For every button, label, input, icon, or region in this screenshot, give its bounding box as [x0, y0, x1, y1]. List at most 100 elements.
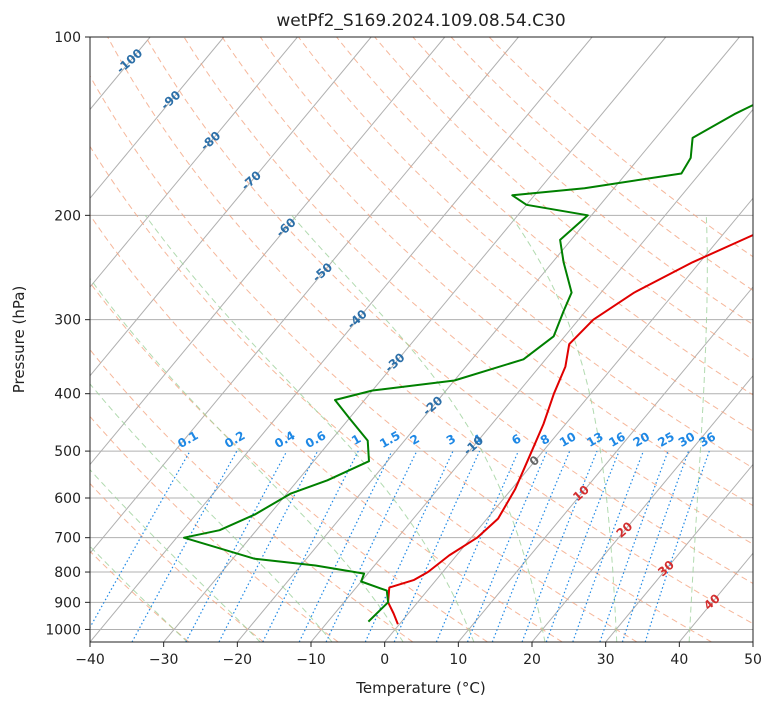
dry-adiabat-line — [259, 37, 753, 469]
moist-adiabat-line — [688, 215, 708, 642]
mixing-ratio-line — [435, 450, 519, 642]
dry-adiabat-line — [183, 37, 753, 545]
isotherm-label: -80 — [198, 128, 223, 153]
isotherm-line — [90, 37, 519, 555]
y-tick-label: 400 — [54, 387, 81, 403]
isotherm-line — [0, 37, 3, 642]
mixing-ratio-label: 6 — [509, 431, 523, 447]
mixing-ratio-line — [466, 450, 548, 642]
mixing-ratio-label: 20 — [631, 429, 652, 449]
dry-adiabat-line — [412, 37, 753, 326]
mixing-ratio-line — [262, 450, 359, 642]
mixing-ratio-label: 3 — [444, 431, 458, 447]
isotherm-label: -50 — [310, 260, 335, 285]
dry-adiabat-line — [90, 214, 563, 642]
isotherm-line — [90, 37, 372, 377]
mixing-ratio-line — [599, 450, 669, 642]
dry-adiabat-line — [90, 348, 414, 642]
isotherm-line — [531, 374, 753, 642]
dry-adiabat-line — [90, 145, 638, 642]
y-tick-label: 600 — [54, 491, 81, 507]
isotherm-line — [236, 37, 740, 642]
isotherm-line — [90, 37, 446, 466]
x-tick-label: −20 — [223, 652, 253, 668]
x-tick-label: 30 — [597, 652, 615, 668]
y-tick-label: 300 — [54, 313, 81, 329]
mixing-ratio-line — [621, 450, 690, 642]
y-tick-label: 500 — [54, 444, 81, 460]
x-tick-label: 50 — [744, 652, 762, 668]
plot-frame — [89, 36, 754, 643]
y-tick-label: 700 — [54, 531, 81, 547]
x-tick-label: −10 — [296, 652, 326, 668]
moist-adiabat-line — [90, 468, 261, 642]
dry-adiabat-line — [298, 37, 753, 432]
isotherm-label: -30 — [382, 350, 407, 375]
axes: −40 −30 −20 −10 0 10 20 30 40 50 1000 900 800 700 600 5… — [45, 30, 762, 668]
dry-adiabat-line — [221, 37, 753, 507]
mixing-ratio-line — [185, 450, 288, 642]
mixing-ratio-line — [572, 450, 644, 642]
mixing-ratio-label: 0.1 — [175, 428, 200, 451]
isotherm-line — [384, 197, 753, 642]
dry-adiabat-line — [488, 37, 753, 258]
mixing-ratio-line — [325, 450, 418, 642]
isotherm-line — [90, 37, 593, 642]
moist-adiabat-line — [291, 214, 546, 642]
isotherm-label: 40 — [701, 591, 723, 613]
x-axis-title: Temperature (°C) — [355, 679, 485, 697]
moist-adiabat-line — [90, 545, 188, 642]
mixing-ratio-label: 0.2 — [222, 428, 247, 451]
y-axis-title: Pressure (hPa) — [10, 286, 28, 394]
isotherm-line — [752, 641, 753, 642]
mixing-ratio-label: 13 — [584, 429, 605, 449]
dry-adiabat-line — [90, 281, 488, 642]
y-tick-label: 800 — [54, 565, 81, 581]
isotherm-line — [163, 37, 667, 642]
isotherm-line — [90, 37, 298, 288]
chart-title: wetPf2_S169.2024.109.08.54.C30 — [276, 11, 565, 31]
mixing-ratio-line — [545, 450, 620, 642]
y-tick-label: 1000 — [45, 622, 81, 638]
mixing-ratio-label: 16 — [606, 429, 627, 449]
dry-adiabat-line — [145, 37, 753, 584]
x-tick-label: −30 — [149, 652, 179, 668]
dry-adiabat-line — [90, 415, 339, 642]
mixing-ratio-line — [393, 450, 481, 642]
dry-adiabat-line — [90, 74, 712, 642]
moist-adiabat-line — [509, 215, 618, 642]
dry-adiabat-line — [107, 37, 753, 625]
dry-adiabat-line — [450, 37, 753, 292]
moist-adiabat-line — [144, 215, 475, 642]
mixing-ratio-line — [298, 450, 393, 642]
temperature-profile-line — [387, 233, 753, 625]
dewpoint-profile-line — [183, 103, 753, 623]
x-tick-label: −40 — [75, 652, 105, 668]
moist-adiabat-line — [90, 277, 404, 642]
x-tick-label: 0 — [380, 652, 389, 668]
isotherm-line — [457, 286, 753, 642]
isotherm-label: -20 — [420, 393, 445, 418]
isotherm-label: 30 — [655, 558, 677, 580]
x-tick-label: 10 — [449, 652, 467, 668]
mixing-ratio-label: 0.4 — [272, 428, 297, 451]
y-tick-label: 900 — [54, 595, 81, 611]
mixing-ratio-line — [131, 450, 238, 642]
isotherm-line — [678, 552, 753, 642]
y-tick-label: 200 — [54, 208, 81, 224]
x-tick-label: 20 — [523, 652, 541, 668]
dry-adiabat-line — [336, 37, 753, 396]
y-tick-label: 100 — [54, 30, 81, 46]
dry-adiabat-line — [374, 37, 753, 361]
isotherm-label: -40 — [344, 307, 369, 332]
mixing-ratio-line — [644, 450, 710, 642]
mixing-ratio-label: 10 — [557, 429, 578, 449]
isotherm-line — [90, 37, 225, 200]
mixing-ratio-line — [90, 450, 191, 629]
dry-adiabat-line — [90, 482, 264, 642]
plot-area: 0.1 0.2 0.4 0.6 1 1.5 2 3 4 6 8 10 13 16 20 25 30 36-100-… — [0, 37, 753, 642]
isotherm-line — [605, 463, 753, 642]
isotherm-label: -70 — [239, 168, 264, 193]
mixing-ratio-label: 36 — [697, 429, 718, 449]
